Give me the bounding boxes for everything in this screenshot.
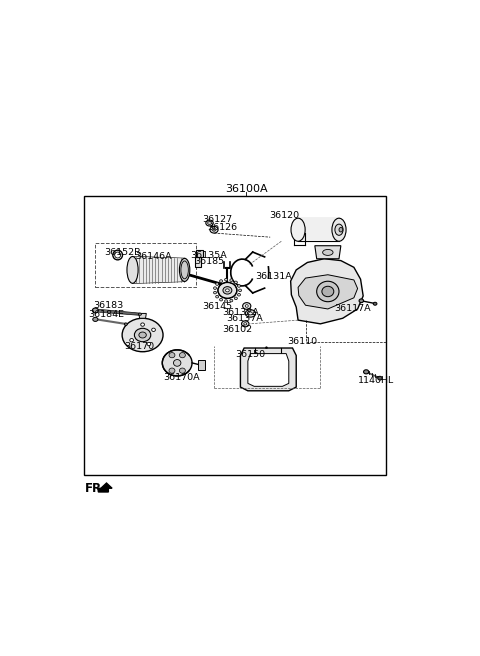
Ellipse shape xyxy=(378,377,382,380)
Ellipse shape xyxy=(291,218,305,241)
Ellipse shape xyxy=(335,224,343,236)
Ellipse shape xyxy=(249,312,252,315)
Ellipse shape xyxy=(139,313,142,316)
Polygon shape xyxy=(196,250,203,257)
Ellipse shape xyxy=(180,258,190,281)
Text: 36145: 36145 xyxy=(203,302,233,311)
Text: 36110: 36110 xyxy=(287,337,317,346)
Text: 36150: 36150 xyxy=(236,350,266,359)
Ellipse shape xyxy=(214,287,216,289)
Ellipse shape xyxy=(241,321,249,327)
Ellipse shape xyxy=(169,352,175,358)
Polygon shape xyxy=(248,354,289,386)
Ellipse shape xyxy=(225,300,228,302)
Ellipse shape xyxy=(180,368,185,373)
Ellipse shape xyxy=(162,350,192,376)
Polygon shape xyxy=(139,314,146,318)
Ellipse shape xyxy=(230,279,233,281)
Text: 36102: 36102 xyxy=(223,325,252,334)
Polygon shape xyxy=(315,246,341,258)
Ellipse shape xyxy=(180,352,185,358)
Ellipse shape xyxy=(206,220,213,226)
Ellipse shape xyxy=(363,370,369,374)
Text: 36120: 36120 xyxy=(269,211,299,220)
Polygon shape xyxy=(98,483,112,492)
Ellipse shape xyxy=(122,318,163,352)
Ellipse shape xyxy=(317,281,339,302)
Ellipse shape xyxy=(152,328,156,331)
Ellipse shape xyxy=(234,281,237,283)
Polygon shape xyxy=(195,257,201,267)
Text: 36127: 36127 xyxy=(202,215,232,224)
Ellipse shape xyxy=(238,293,240,296)
Text: 36135A: 36135A xyxy=(190,251,227,260)
Ellipse shape xyxy=(373,302,377,305)
Ellipse shape xyxy=(219,279,223,282)
Ellipse shape xyxy=(219,298,223,301)
Ellipse shape xyxy=(213,229,215,230)
Text: 1140HL: 1140HL xyxy=(359,376,395,385)
Ellipse shape xyxy=(214,291,216,294)
Text: 36137A: 36137A xyxy=(226,314,263,323)
Text: 36183: 36183 xyxy=(94,300,124,310)
Ellipse shape xyxy=(359,299,363,302)
Ellipse shape xyxy=(134,328,151,342)
Text: 36152B: 36152B xyxy=(105,248,141,257)
Ellipse shape xyxy=(139,332,146,338)
Text: 36126: 36126 xyxy=(208,223,238,232)
Polygon shape xyxy=(290,258,363,324)
Ellipse shape xyxy=(147,342,151,346)
Text: 36117A: 36117A xyxy=(335,304,371,314)
Bar xyxy=(84,195,385,474)
Polygon shape xyxy=(298,218,339,241)
Ellipse shape xyxy=(124,323,127,325)
Ellipse shape xyxy=(322,286,334,297)
Ellipse shape xyxy=(323,249,333,255)
Ellipse shape xyxy=(226,289,229,292)
Ellipse shape xyxy=(218,282,237,298)
Polygon shape xyxy=(132,256,185,283)
Ellipse shape xyxy=(239,289,241,292)
Text: 36170: 36170 xyxy=(124,342,154,352)
Text: 36146A: 36146A xyxy=(135,253,172,261)
Text: 36131A: 36131A xyxy=(255,272,292,281)
Ellipse shape xyxy=(92,308,98,313)
Ellipse shape xyxy=(265,347,267,348)
Ellipse shape xyxy=(93,318,98,321)
Bar xyxy=(96,243,196,287)
Ellipse shape xyxy=(245,304,248,307)
Text: 36185: 36185 xyxy=(195,257,225,266)
Ellipse shape xyxy=(212,228,216,231)
Polygon shape xyxy=(240,348,296,391)
Ellipse shape xyxy=(216,283,219,285)
Ellipse shape xyxy=(127,256,138,283)
Ellipse shape xyxy=(130,338,133,342)
Ellipse shape xyxy=(244,323,247,325)
Ellipse shape xyxy=(234,297,237,300)
Text: 36100A: 36100A xyxy=(225,184,267,194)
Ellipse shape xyxy=(225,278,228,281)
Ellipse shape xyxy=(238,285,240,287)
Polygon shape xyxy=(298,275,358,309)
Ellipse shape xyxy=(332,218,346,241)
Ellipse shape xyxy=(230,299,233,302)
Ellipse shape xyxy=(181,261,188,279)
Ellipse shape xyxy=(141,323,144,326)
Text: 36170A: 36170A xyxy=(163,373,200,382)
Polygon shape xyxy=(198,360,205,369)
Ellipse shape xyxy=(216,295,219,298)
Text: 36138A: 36138A xyxy=(223,308,259,318)
Ellipse shape xyxy=(169,368,175,373)
Ellipse shape xyxy=(339,228,343,232)
Text: 36184E: 36184E xyxy=(89,310,125,319)
Ellipse shape xyxy=(208,222,211,224)
Ellipse shape xyxy=(243,302,251,310)
Ellipse shape xyxy=(173,359,181,366)
Text: FR.: FR. xyxy=(85,482,108,495)
Ellipse shape xyxy=(245,310,256,317)
Ellipse shape xyxy=(210,226,218,233)
Ellipse shape xyxy=(223,287,232,294)
